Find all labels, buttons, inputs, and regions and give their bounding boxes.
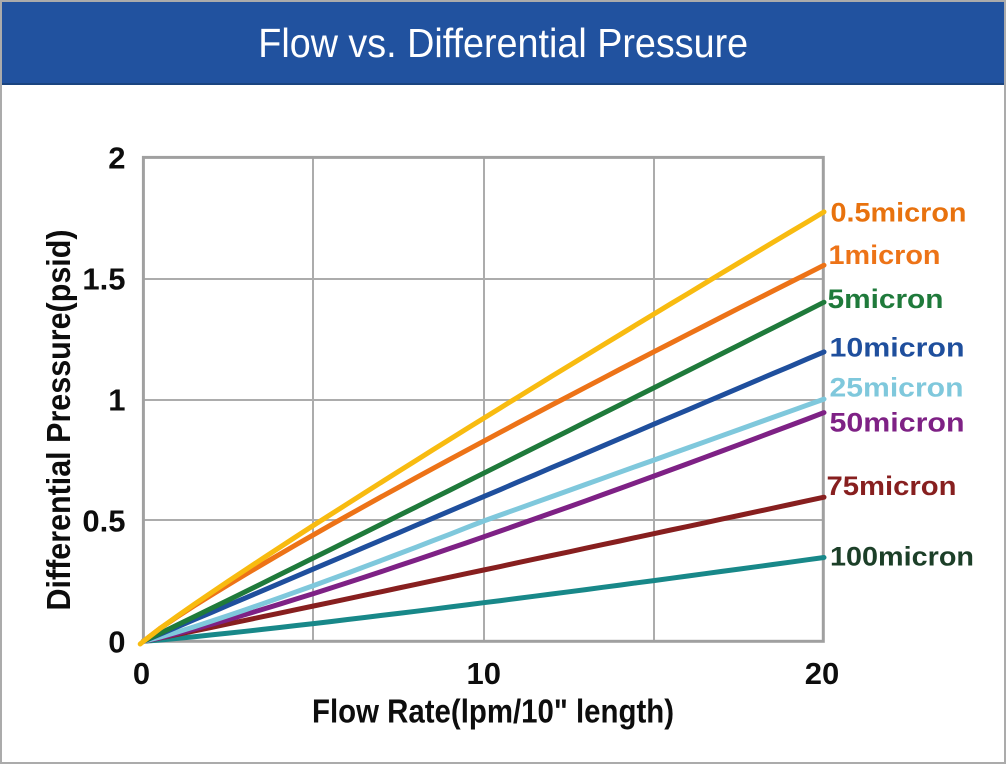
svg-text:Differential Pressure(psid): Differential Pressure(psid) [40, 230, 77, 611]
svg-text:10: 10 [466, 656, 500, 691]
svg-text:5micron: 5micron [828, 284, 944, 314]
svg-text:75micron: 75micron [827, 471, 957, 501]
svg-text:0: 0 [133, 656, 150, 691]
svg-text:0: 0 [108, 624, 125, 659]
svg-text:25micron: 25micron [830, 373, 964, 403]
svg-text:20: 20 [805, 656, 839, 691]
svg-text:100micron: 100micron [830, 541, 974, 571]
svg-text:1micron: 1micron [829, 240, 941, 270]
svg-text:50micron: 50micron [830, 408, 965, 438]
svg-text:1.5: 1.5 [82, 262, 125, 297]
svg-text:Flow Rate(lpm/10" length): Flow Rate(lpm/10" length) [312, 693, 674, 730]
svg-text:1: 1 [108, 383, 125, 418]
svg-text:0.5: 0.5 [82, 504, 125, 539]
svg-text:2: 2 [108, 141, 125, 176]
svg-text:10micron: 10micron [830, 333, 965, 363]
svg-text:0.5micron: 0.5micron [831, 198, 967, 228]
